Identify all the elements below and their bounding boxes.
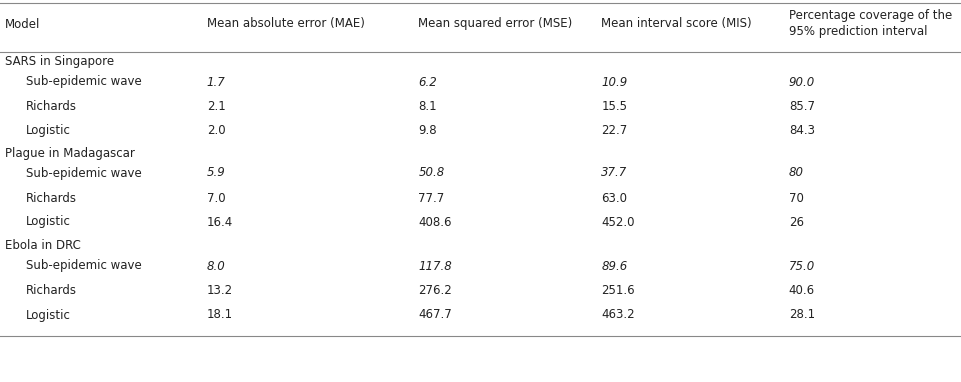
Text: Richards: Richards	[26, 100, 77, 113]
Text: 2.0: 2.0	[207, 123, 225, 136]
Text: Sub-epidemic wave: Sub-epidemic wave	[26, 167, 141, 180]
Text: 463.2: 463.2	[601, 309, 634, 322]
Text: 22.7: 22.7	[601, 123, 627, 136]
Text: 10.9: 10.9	[601, 76, 627, 89]
Text: 89.6: 89.6	[601, 259, 627, 272]
Text: Sub-epidemic wave: Sub-epidemic wave	[26, 259, 141, 272]
Text: 90.0: 90.0	[788, 76, 814, 89]
Text: 8.0: 8.0	[207, 259, 225, 272]
Text: 28.1: 28.1	[788, 309, 814, 322]
Text: Mean interval score (MIS): Mean interval score (MIS)	[601, 18, 752, 31]
Text: 117.8: 117.8	[418, 259, 452, 272]
Text: Percentage coverage of the
95% prediction interval: Percentage coverage of the 95% predictio…	[788, 10, 951, 39]
Text: 63.0: 63.0	[601, 191, 627, 204]
Text: SARS in Singapore: SARS in Singapore	[5, 55, 113, 68]
Text: 85.7: 85.7	[788, 100, 814, 113]
Text: 408.6: 408.6	[418, 215, 452, 228]
Text: 2.1: 2.1	[207, 100, 225, 113]
Text: 452.0: 452.0	[601, 215, 634, 228]
Text: 1.7: 1.7	[207, 76, 225, 89]
Text: 50.8: 50.8	[418, 167, 444, 180]
Text: 7.0: 7.0	[207, 191, 225, 204]
Text: Sub-epidemic wave: Sub-epidemic wave	[26, 76, 141, 89]
Text: 37.7: 37.7	[601, 167, 627, 180]
Text: 9.8: 9.8	[418, 123, 436, 136]
Text: Model: Model	[5, 18, 40, 31]
Text: 84.3: 84.3	[788, 123, 814, 136]
Text: 6.2: 6.2	[418, 76, 436, 89]
Text: Richards: Richards	[26, 191, 77, 204]
Text: 40.6: 40.6	[788, 285, 814, 298]
Text: 77.7: 77.7	[418, 191, 444, 204]
Text: 18.1: 18.1	[207, 309, 233, 322]
Text: Logistic: Logistic	[26, 309, 71, 322]
Text: 70: 70	[788, 191, 802, 204]
Text: 26: 26	[788, 215, 803, 228]
Text: 8.1: 8.1	[418, 100, 436, 113]
Text: 75.0: 75.0	[788, 259, 814, 272]
Text: Logistic: Logistic	[26, 215, 71, 228]
Text: Plague in Madagascar: Plague in Madagascar	[5, 147, 135, 160]
Text: 13.2: 13.2	[207, 285, 233, 298]
Text: 467.7: 467.7	[418, 309, 452, 322]
Text: Richards: Richards	[26, 285, 77, 298]
Text: Mean absolute error (MAE): Mean absolute error (MAE)	[207, 18, 364, 31]
Text: 276.2: 276.2	[418, 285, 452, 298]
Text: Ebola in DRC: Ebola in DRC	[5, 240, 81, 253]
Text: 16.4: 16.4	[207, 215, 233, 228]
Text: 15.5: 15.5	[601, 100, 627, 113]
Text: Mean squared error (MSE): Mean squared error (MSE)	[418, 18, 572, 31]
Text: Logistic: Logistic	[26, 123, 71, 136]
Text: 5.9: 5.9	[207, 167, 225, 180]
Text: 80: 80	[788, 167, 803, 180]
Text: 251.6: 251.6	[601, 285, 634, 298]
